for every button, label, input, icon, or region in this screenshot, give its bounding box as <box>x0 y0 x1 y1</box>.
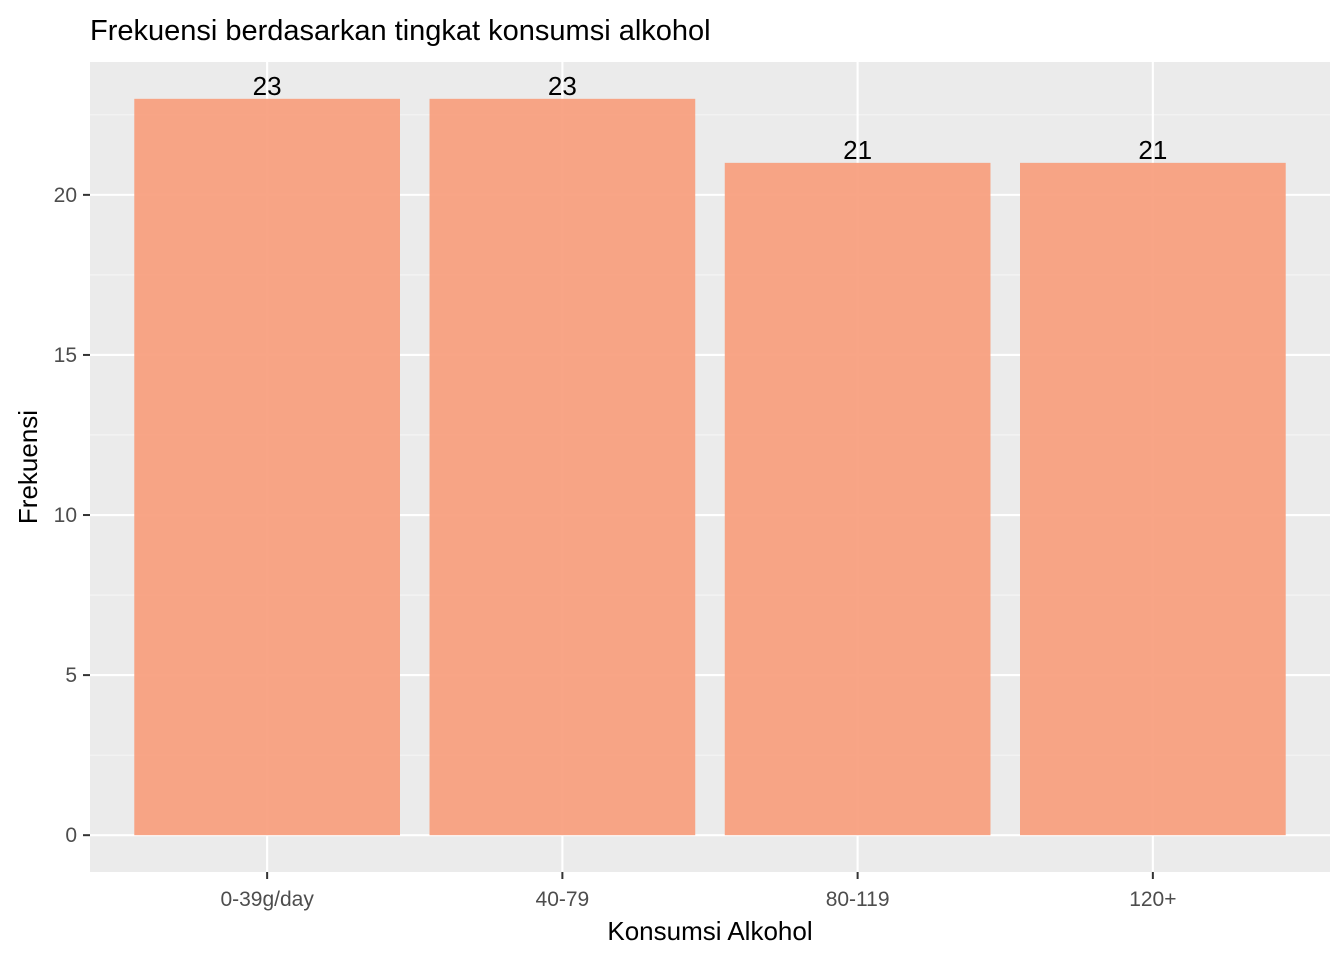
y-tick-label: 5 <box>65 664 77 687</box>
bar <box>1020 162 1286 836</box>
y-tick-label: 10 <box>54 504 77 527</box>
y-tick-label: 0 <box>65 824 77 847</box>
x-axis: 0-39g/day 40-79 80-119 120+ <box>220 872 1177 911</box>
x-tick-label: 40-79 <box>536 888 590 911</box>
x-tick-label: 120+ <box>1129 888 1176 911</box>
bar-value-label: 21 <box>1138 135 1167 165</box>
bar <box>429 98 696 836</box>
bar-value-label: 23 <box>253 71 282 101</box>
x-axis-title: Konsumsi Alkohol <box>607 916 812 946</box>
bars-group <box>134 98 1286 836</box>
y-axis: 0 5 10 15 20 <box>54 184 90 847</box>
x-tick-label: 0-39g/day <box>220 888 314 911</box>
bar <box>724 162 991 836</box>
bar-value-label: 23 <box>548 71 577 101</box>
y-axis-title: Frekuensi <box>13 410 43 524</box>
y-tick-label: 20 <box>54 184 77 207</box>
bar-labels-group: 23 23 21 21 <box>253 71 1168 165</box>
bar-value-label: 21 <box>843 135 872 165</box>
chart-title: Frekuensi berdasarkan tingkat konsumsi a… <box>90 15 711 47</box>
x-tick-label: 80-119 <box>826 888 890 911</box>
bar <box>134 98 401 836</box>
y-tick-label: 15 <box>54 344 77 367</box>
